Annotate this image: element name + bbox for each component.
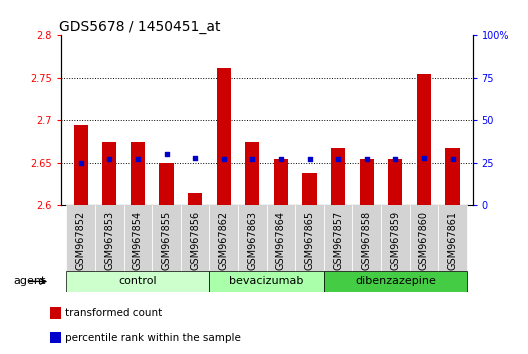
Bar	[331, 148, 345, 205]
Text: GSM967853: GSM967853	[105, 211, 115, 270]
Point	[420, 155, 428, 161]
Bar	[216, 68, 231, 205]
FancyBboxPatch shape	[238, 205, 267, 276]
Text: GSM967859: GSM967859	[390, 211, 400, 270]
Point	[105, 156, 114, 162]
Text: bevacizumab: bevacizumab	[230, 276, 304, 286]
Point	[220, 156, 228, 162]
Point	[391, 156, 400, 162]
FancyBboxPatch shape	[324, 205, 353, 276]
Text: GSM967863: GSM967863	[247, 211, 257, 270]
FancyBboxPatch shape	[95, 205, 124, 276]
Text: GSM967854: GSM967854	[133, 211, 143, 270]
Bar	[131, 142, 145, 205]
Text: GSM967857: GSM967857	[333, 211, 343, 270]
Text: GSM967864: GSM967864	[276, 211, 286, 270]
Bar	[360, 159, 374, 205]
FancyBboxPatch shape	[410, 205, 438, 276]
Bar	[50, 307, 61, 319]
Text: GSM967855: GSM967855	[162, 211, 172, 270]
Text: transformed count: transformed count	[65, 308, 162, 318]
FancyBboxPatch shape	[67, 205, 95, 276]
Text: GSM967862: GSM967862	[219, 211, 229, 270]
Text: GDS5678 / 1450451_at: GDS5678 / 1450451_at	[59, 21, 220, 34]
Point	[134, 156, 142, 162]
Bar	[324, 271, 467, 292]
Point	[162, 152, 171, 157]
FancyBboxPatch shape	[353, 205, 381, 276]
Bar	[245, 142, 259, 205]
Bar	[188, 193, 202, 205]
Text: GSM967865: GSM967865	[305, 211, 315, 270]
Text: GSM967858: GSM967858	[362, 211, 372, 270]
Bar	[50, 332, 61, 344]
FancyBboxPatch shape	[295, 205, 324, 276]
Bar	[417, 74, 431, 205]
Text: percentile rank within the sample: percentile rank within the sample	[65, 333, 241, 343]
Bar	[73, 125, 88, 205]
FancyBboxPatch shape	[438, 205, 467, 276]
Bar	[102, 142, 117, 205]
Point	[248, 156, 257, 162]
Text: GSM967860: GSM967860	[419, 211, 429, 270]
FancyBboxPatch shape	[152, 205, 181, 276]
Point	[77, 160, 85, 166]
Bar	[274, 159, 288, 205]
Bar	[67, 271, 210, 292]
Point	[277, 156, 285, 162]
Point	[191, 155, 200, 161]
Text: GSM967856: GSM967856	[190, 211, 200, 270]
Point	[305, 156, 314, 162]
Text: GSM967861: GSM967861	[448, 211, 458, 270]
Point	[448, 156, 457, 162]
Point	[334, 156, 342, 162]
Text: control: control	[119, 276, 157, 286]
Bar	[303, 173, 317, 205]
Text: GSM967852: GSM967852	[76, 211, 86, 270]
Text: agent: agent	[13, 276, 45, 286]
Bar	[210, 271, 324, 292]
FancyBboxPatch shape	[210, 205, 238, 276]
FancyBboxPatch shape	[181, 205, 210, 276]
Bar	[388, 159, 402, 205]
FancyBboxPatch shape	[381, 205, 410, 276]
FancyBboxPatch shape	[267, 205, 295, 276]
FancyBboxPatch shape	[124, 205, 152, 276]
Bar	[446, 148, 460, 205]
Text: dibenzazepine: dibenzazepine	[355, 276, 436, 286]
Point	[363, 156, 371, 162]
Bar	[159, 163, 174, 205]
